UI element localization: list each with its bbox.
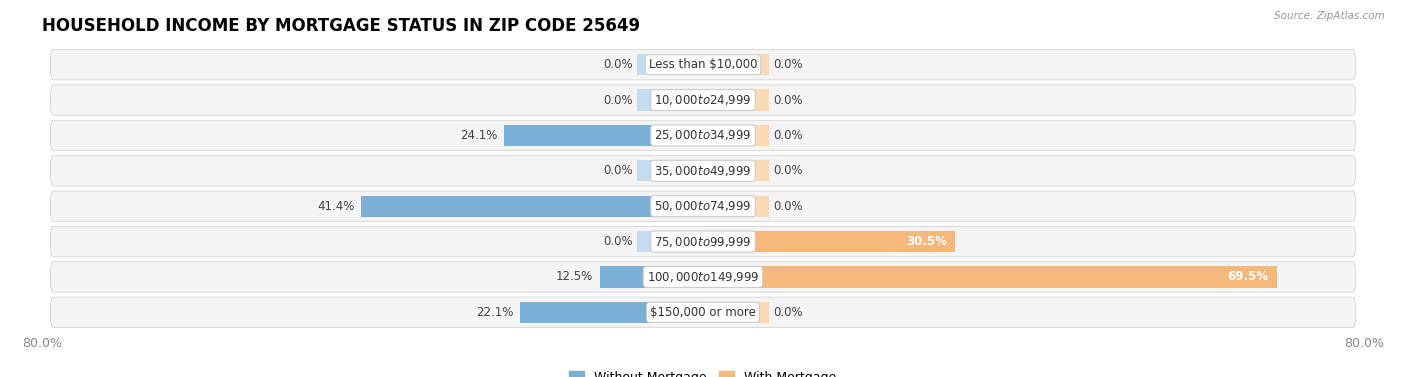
Text: Source: ZipAtlas.com: Source: ZipAtlas.com: [1274, 11, 1385, 21]
Text: $50,000 to $74,999: $50,000 to $74,999: [654, 199, 752, 213]
Text: 12.5%: 12.5%: [555, 270, 593, 284]
Bar: [637, 54, 703, 75]
Text: 0.0%: 0.0%: [773, 200, 803, 213]
Text: 24.1%: 24.1%: [460, 129, 498, 142]
Text: 0.0%: 0.0%: [603, 164, 633, 177]
FancyBboxPatch shape: [51, 156, 1355, 186]
Bar: [637, 231, 703, 252]
Bar: [361, 196, 703, 217]
Bar: [703, 125, 769, 146]
Bar: [703, 266, 1277, 288]
Bar: [703, 89, 769, 111]
Bar: [637, 89, 703, 111]
Text: 41.4%: 41.4%: [316, 200, 354, 213]
Text: 0.0%: 0.0%: [773, 306, 803, 319]
Bar: [503, 125, 703, 146]
Text: 0.0%: 0.0%: [773, 93, 803, 107]
Text: 30.5%: 30.5%: [905, 235, 946, 248]
Legend: Without Mortgage, With Mortgage: Without Mortgage, With Mortgage: [564, 366, 842, 377]
Text: 0.0%: 0.0%: [603, 58, 633, 71]
Text: $75,000 to $99,999: $75,000 to $99,999: [654, 234, 752, 248]
Text: 0.0%: 0.0%: [773, 58, 803, 71]
Text: $35,000 to $49,999: $35,000 to $49,999: [654, 164, 752, 178]
Text: $150,000 or more: $150,000 or more: [650, 306, 756, 319]
Text: 0.0%: 0.0%: [603, 235, 633, 248]
Bar: [520, 302, 703, 323]
Bar: [703, 54, 769, 75]
FancyBboxPatch shape: [51, 191, 1355, 221]
Bar: [637, 160, 703, 181]
FancyBboxPatch shape: [51, 262, 1355, 292]
Text: 22.1%: 22.1%: [477, 306, 513, 319]
FancyBboxPatch shape: [51, 226, 1355, 257]
Text: 0.0%: 0.0%: [603, 93, 633, 107]
Text: $100,000 to $149,999: $100,000 to $149,999: [647, 270, 759, 284]
FancyBboxPatch shape: [51, 49, 1355, 80]
Bar: [600, 266, 703, 288]
Text: Less than $10,000: Less than $10,000: [648, 58, 758, 71]
Text: $25,000 to $34,999: $25,000 to $34,999: [654, 129, 752, 143]
Text: 69.5%: 69.5%: [1227, 270, 1268, 284]
Bar: [703, 231, 955, 252]
Text: 0.0%: 0.0%: [773, 129, 803, 142]
Bar: [703, 160, 769, 181]
FancyBboxPatch shape: [51, 297, 1355, 328]
Text: $10,000 to $24,999: $10,000 to $24,999: [654, 93, 752, 107]
FancyBboxPatch shape: [51, 85, 1355, 115]
Bar: [703, 196, 769, 217]
Text: HOUSEHOLD INCOME BY MORTGAGE STATUS IN ZIP CODE 25649: HOUSEHOLD INCOME BY MORTGAGE STATUS IN Z…: [42, 17, 640, 35]
Text: 0.0%: 0.0%: [773, 164, 803, 177]
FancyBboxPatch shape: [51, 120, 1355, 151]
Bar: [703, 302, 769, 323]
